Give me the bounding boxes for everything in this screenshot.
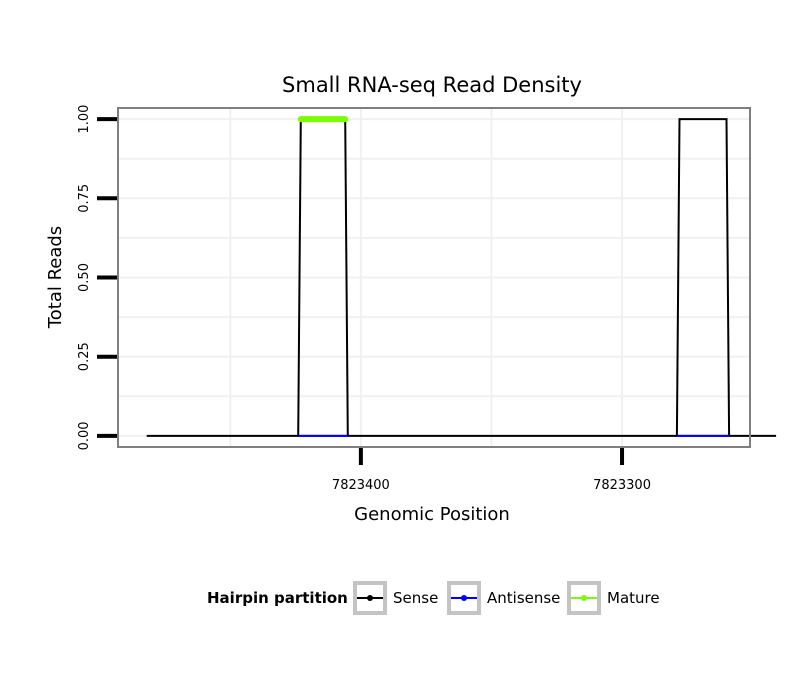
- x-axis-title: Genomic Position: [354, 504, 510, 525]
- legend-label-sense: Sense: [393, 589, 438, 607]
- legend-label-antisense: Antisense: [487, 589, 560, 607]
- series-sense-line: [146, 118, 777, 437]
- legend: Hairpin partition Sense Antisense Mature: [207, 581, 660, 615]
- legend-key-point: [461, 595, 467, 601]
- x-tick-label: 7823300: [593, 478, 651, 493]
- y-tick-label: 1.00: [77, 105, 92, 134]
- y-tick-label: 0.25: [77, 342, 92, 371]
- y-tick-label: 0.75: [77, 184, 92, 213]
- chart-title: Small RNA-seq Read Density: [282, 73, 582, 97]
- legend-key-point: [367, 595, 373, 601]
- legend-label-mature: Mature: [607, 589, 660, 607]
- y-axis: 0.00 0.25 0.50 0.75 1.00: [77, 105, 117, 450]
- x-axis: 7823400 7823300: [332, 448, 651, 493]
- legend-key-point: [581, 595, 587, 601]
- y-axis-title: Total Reads: [45, 226, 66, 329]
- grid-lines: [118, 108, 750, 447]
- x-tick-label: 7823400: [332, 478, 390, 493]
- y-tick-label: 0.50: [77, 263, 92, 292]
- panel-border: [117, 107, 751, 448]
- plot-panel: [117, 107, 777, 448]
- data-series: [146, 116, 777, 437]
- y-tick-label: 0.00: [77, 421, 92, 450]
- legend-title: Hairpin partition: [207, 589, 348, 607]
